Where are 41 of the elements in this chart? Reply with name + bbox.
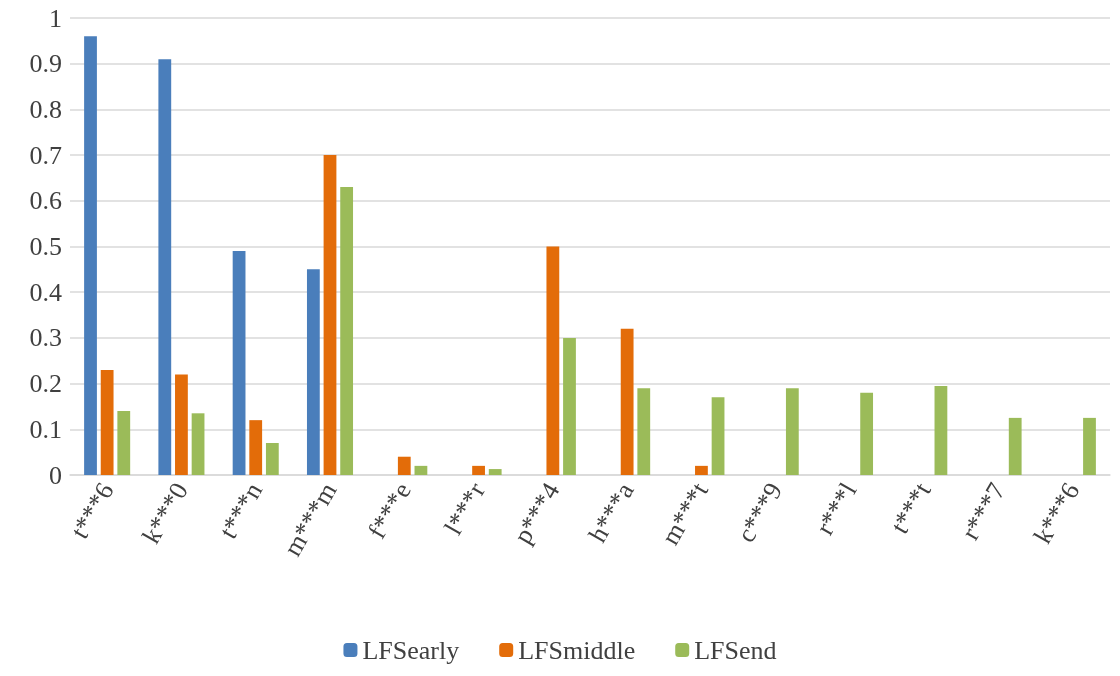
y-tick-label: 0 <box>49 460 62 490</box>
bar <box>340 187 354 475</box>
bar <box>620 328 634 475</box>
bar <box>860 392 874 475</box>
bar <box>637 388 651 475</box>
bar <box>711 397 725 475</box>
y-tick-label: 0.7 <box>29 140 62 170</box>
bar <box>232 251 246 475</box>
bar <box>472 465 485 475</box>
bar <box>306 269 320 475</box>
bar <box>563 337 576 475</box>
bar <box>191 413 205 475</box>
y-tick-label: 1 <box>49 3 62 33</box>
bar <box>323 155 337 475</box>
bar <box>265 443 279 475</box>
bar <box>117 411 131 475</box>
y-tick-label: 0.9 <box>29 49 62 79</box>
bar <box>84 36 97 475</box>
y-tick-label: 0.3 <box>29 323 62 353</box>
y-tick-label: 0.6 <box>29 186 62 216</box>
bar <box>249 420 263 475</box>
bar <box>414 465 428 475</box>
bar <box>934 385 948 475</box>
bar <box>1083 417 1096 475</box>
bar <box>175 374 188 475</box>
y-tick-label: 0.4 <box>29 277 62 307</box>
bar <box>1008 417 1022 475</box>
y-tick-label: 0.5 <box>29 232 62 261</box>
bar <box>488 469 502 475</box>
bar <box>397 456 411 475</box>
legend-label: LFSearly <box>362 635 460 665</box>
bar <box>546 246 560 475</box>
legend-label: LFSend <box>694 635 777 665</box>
y-tick-label: 0.2 <box>29 369 62 399</box>
bar <box>785 388 799 475</box>
legend-label: LFSmiddle <box>518 635 636 665</box>
bar <box>100 369 114 475</box>
y-tick-label: 0.1 <box>29 414 62 444</box>
bar <box>158 59 172 475</box>
y-tick-label: 0.8 <box>29 94 62 124</box>
bar <box>695 465 708 475</box>
